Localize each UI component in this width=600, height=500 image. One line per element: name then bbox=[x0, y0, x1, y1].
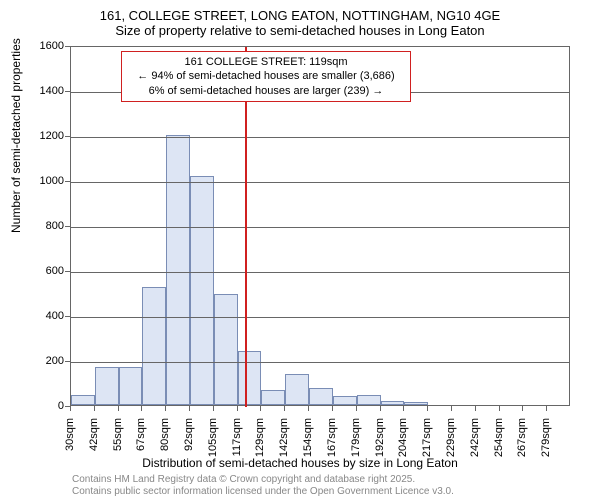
grid-line bbox=[71, 362, 569, 363]
histogram-bar bbox=[190, 176, 214, 406]
histogram-bar bbox=[142, 287, 166, 405]
chart-container: 161 COLLEGE STREET: 119sqm ← 94% of semi… bbox=[70, 46, 570, 406]
histogram-bar bbox=[95, 367, 119, 405]
chart-title-sub: Size of property relative to semi-detach… bbox=[0, 23, 600, 42]
y-tick-mark bbox=[65, 226, 70, 227]
y-tick-mark bbox=[65, 46, 70, 47]
x-axis-label: Distribution of semi-detached houses by … bbox=[0, 456, 600, 470]
y-tick-label: 1200 bbox=[24, 130, 64, 142]
x-tick-mark bbox=[165, 406, 166, 411]
x-tick-mark bbox=[308, 406, 309, 411]
x-tick-mark bbox=[522, 406, 523, 411]
histogram-bar bbox=[238, 351, 262, 405]
annotation-box: 161 COLLEGE STREET: 119sqm ← 94% of semi… bbox=[121, 51, 411, 102]
x-tick-mark bbox=[403, 406, 404, 411]
y-tick-mark bbox=[65, 181, 70, 182]
y-tick-label: 0 bbox=[24, 400, 64, 412]
x-tick-mark bbox=[213, 406, 214, 411]
x-tick-mark bbox=[260, 406, 261, 411]
histogram-bar bbox=[71, 395, 95, 405]
chart-title-main: 161, COLLEGE STREET, LONG EATON, NOTTING… bbox=[0, 0, 600, 23]
x-tick-mark bbox=[356, 406, 357, 411]
grid-line bbox=[71, 182, 569, 183]
grid-line bbox=[71, 272, 569, 273]
y-tick-label: 200 bbox=[24, 355, 64, 367]
x-tick-mark bbox=[118, 406, 119, 411]
x-tick-mark bbox=[141, 406, 142, 411]
histogram-bar bbox=[119, 367, 143, 405]
x-tick-mark bbox=[189, 406, 190, 411]
histogram-bar bbox=[404, 402, 428, 405]
x-tick-mark bbox=[499, 406, 500, 411]
y-tick-mark bbox=[65, 361, 70, 362]
attribution-line1: Contains HM Land Registry data © Crown c… bbox=[72, 474, 415, 485]
y-tick-label: 1000 bbox=[24, 175, 64, 187]
y-tick-mark bbox=[65, 136, 70, 137]
y-tick-label: 1400 bbox=[24, 85, 64, 97]
grid-line bbox=[71, 137, 569, 138]
annotation-line2: ← 94% of semi-detached houses are smalle… bbox=[128, 69, 404, 83]
x-tick-mark bbox=[380, 406, 381, 411]
histogram-bar bbox=[166, 135, 190, 405]
x-tick-mark bbox=[94, 406, 95, 411]
y-tick-label: 400 bbox=[24, 310, 64, 322]
annotation-line1: 161 COLLEGE STREET: 119sqm bbox=[128, 55, 404, 69]
x-tick-mark bbox=[475, 406, 476, 411]
histogram-bar bbox=[285, 374, 309, 406]
x-tick-mark bbox=[332, 406, 333, 411]
x-tick-mark bbox=[546, 406, 547, 411]
histogram-bar bbox=[261, 390, 285, 405]
y-tick-label: 800 bbox=[24, 220, 64, 232]
y-tick-label: 600 bbox=[24, 265, 64, 277]
y-axis-label: Number of semi-detached properties bbox=[9, 38, 23, 233]
grid-line bbox=[71, 227, 569, 228]
histogram-bar bbox=[214, 294, 238, 405]
x-tick-mark bbox=[70, 406, 71, 411]
grid-line bbox=[71, 317, 569, 318]
y-tick-mark bbox=[65, 316, 70, 317]
histogram-bar bbox=[333, 396, 357, 405]
attribution-line2: Contains public sector information licen… bbox=[72, 486, 454, 497]
x-tick-mark bbox=[451, 406, 452, 411]
x-tick-mark bbox=[237, 406, 238, 411]
y-tick-mark bbox=[65, 91, 70, 92]
histogram-bar bbox=[381, 401, 405, 406]
y-tick-label: 1600 bbox=[24, 40, 64, 52]
y-tick-mark bbox=[65, 271, 70, 272]
annotation-line3: 6% of semi-detached houses are larger (2… bbox=[128, 84, 404, 98]
histogram-bar bbox=[309, 388, 333, 405]
histogram-bar bbox=[357, 395, 381, 405]
x-tick-mark bbox=[284, 406, 285, 411]
x-tick-mark bbox=[427, 406, 428, 411]
plot-area: 161 COLLEGE STREET: 119sqm ← 94% of semi… bbox=[70, 46, 570, 406]
